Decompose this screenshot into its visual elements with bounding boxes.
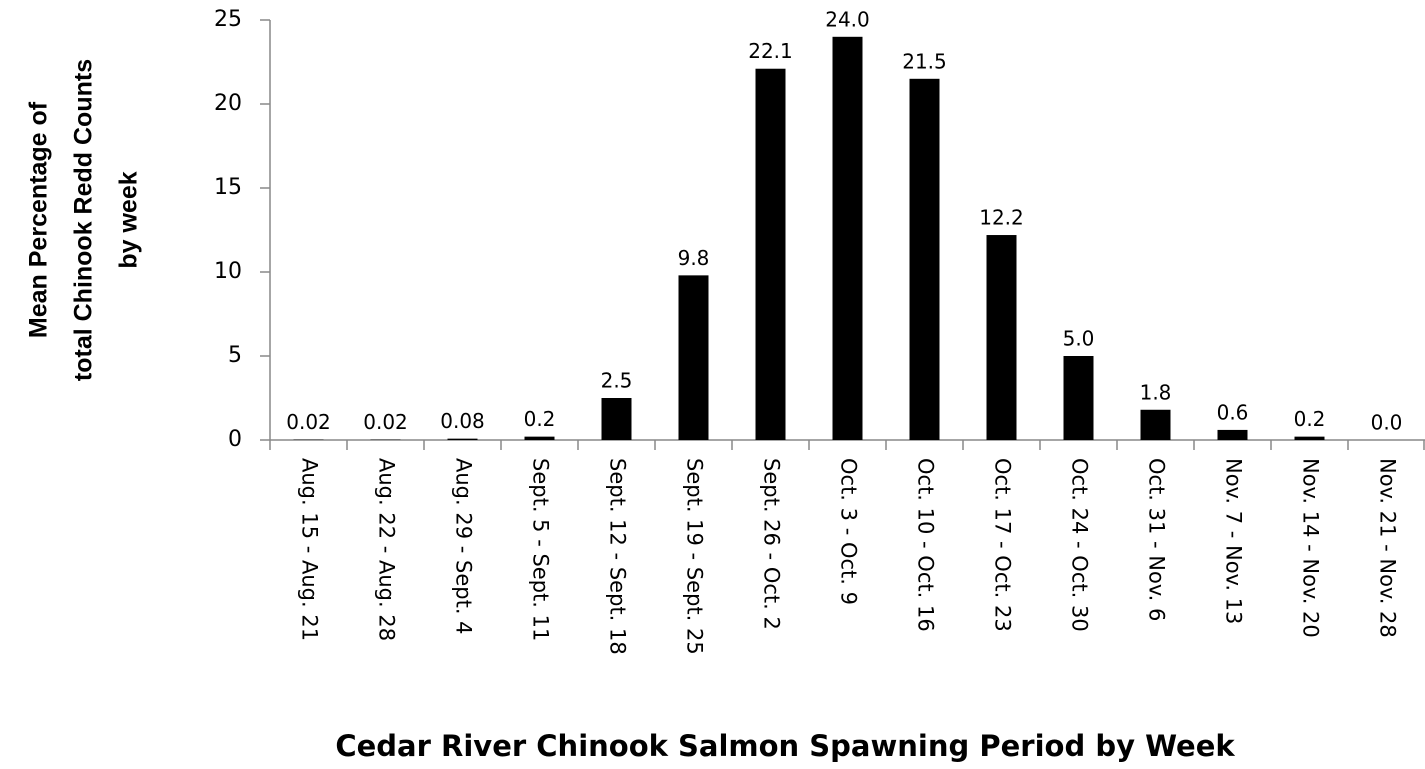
y-axis-label: Mean Percentage of total Chinook Redd Co… [25, 59, 143, 381]
value-label: 12.2 [979, 206, 1024, 230]
value-label: 1.8 [1140, 380, 1172, 404]
x-tick-label: Nov. 14 - Nov. 20 [1299, 458, 1323, 638]
y-tick-label: 5 [228, 343, 242, 368]
bar [986, 235, 1017, 440]
x-tick-label: Sept. 5 - Sept. 11 [529, 458, 553, 641]
bar [909, 78, 940, 441]
x-tick-label: Oct. 24 - Oct. 30 [1068, 458, 1092, 632]
value-label: 0.02 [363, 410, 408, 434]
value-label: 0.02 [286, 410, 331, 434]
y-tick-label: 15 [214, 175, 242, 200]
y-tick-label: 0 [228, 427, 242, 452]
bar [447, 438, 478, 440]
y-tick-label: 10 [214, 259, 242, 284]
bar [1140, 409, 1171, 440]
value-label: 5.0 [1063, 327, 1095, 351]
x-tick-label: Sept. 19 - Sept. 25 [683, 458, 707, 655]
bar [601, 398, 632, 440]
x-tick-label: Oct. 17 - Oct. 23 [991, 458, 1015, 632]
value-label: 2.5 [601, 369, 633, 393]
x-tick-label: Sept. 26 - Oct. 2 [760, 458, 784, 630]
x-axis-label: Cedar River Chinook Salmon Spawning Peri… [335, 729, 1235, 763]
y-axis-label-line: total Chinook Redd Counts [70, 59, 98, 381]
x-tick-label: Aug. 15 - Aug. 21 [298, 458, 322, 641]
x-tick-label: Nov. 7 - Nov. 13 [1222, 458, 1246, 624]
value-label: 0.2 [524, 407, 556, 431]
bar [524, 436, 555, 440]
value-label: 0.08 [440, 409, 485, 433]
bar [832, 36, 863, 441]
x-tick-label: Nov. 21 - Nov. 28 [1376, 458, 1400, 638]
x-tick-label: Aug. 29 - Sept. 4 [452, 458, 476, 635]
value-label: 9.8 [678, 246, 710, 270]
value-label: 0.0 [1371, 411, 1403, 435]
value-label: 21.5 [902, 49, 947, 73]
x-tick-label: Oct. 3 - Oct. 9 [837, 458, 861, 605]
value-label: 22.1 [748, 39, 793, 63]
y-tick-label: 20 [214, 91, 242, 116]
x-tick-label: Sept. 12 - Sept. 18 [606, 458, 630, 655]
value-label: 0.6 [1217, 400, 1249, 424]
bar [755, 68, 786, 440]
bar [678, 275, 709, 440]
y-axis-label-line: Mean Percentage of [25, 101, 53, 338]
x-tick-label: Oct. 10 - Oct. 16 [914, 458, 938, 632]
y-tick-label: 25 [214, 7, 242, 32]
bar [1294, 436, 1325, 440]
bar [1063, 356, 1094, 440]
x-tick-label: Aug. 22 - Aug. 28 [375, 458, 399, 641]
value-label: 24.0 [825, 7, 870, 31]
y-axis-label-line: by week [115, 171, 143, 268]
x-tick-label: Oct. 31 - Nov. 6 [1145, 458, 1169, 621]
value-label: 0.2 [1294, 407, 1326, 431]
bar [1217, 429, 1248, 440]
